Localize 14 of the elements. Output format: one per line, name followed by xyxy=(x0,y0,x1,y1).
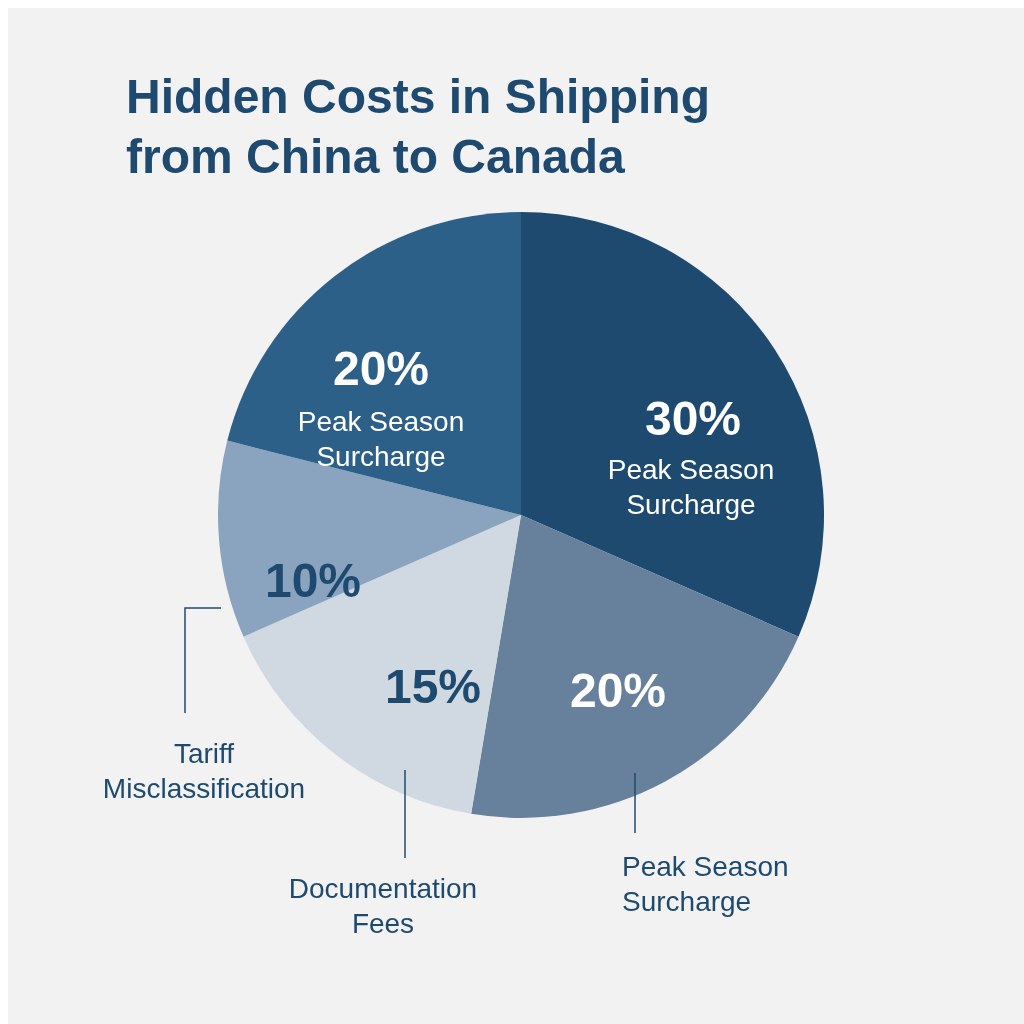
data-label: 20% xyxy=(569,663,667,717)
pie-slice xyxy=(521,212,824,637)
slice-label: Tariff Misclassification xyxy=(102,737,306,804)
data-label: 30% xyxy=(644,391,742,445)
slice-label: Documentation Fees xyxy=(288,872,478,939)
slice-label: Peak Season Surcharge xyxy=(297,405,465,472)
slice-label: Peak Season Surcharge xyxy=(607,453,775,520)
data-label: 15% xyxy=(384,659,482,713)
data-label: 10% xyxy=(264,553,362,607)
chart-title: Hidden Costs in Shipping from China to Canada xyxy=(126,70,710,183)
data-label: 20% xyxy=(332,341,430,395)
pie-slice xyxy=(227,212,521,515)
slice-label: Peak Season Surcharge xyxy=(622,850,789,917)
pie-slice xyxy=(218,440,521,637)
